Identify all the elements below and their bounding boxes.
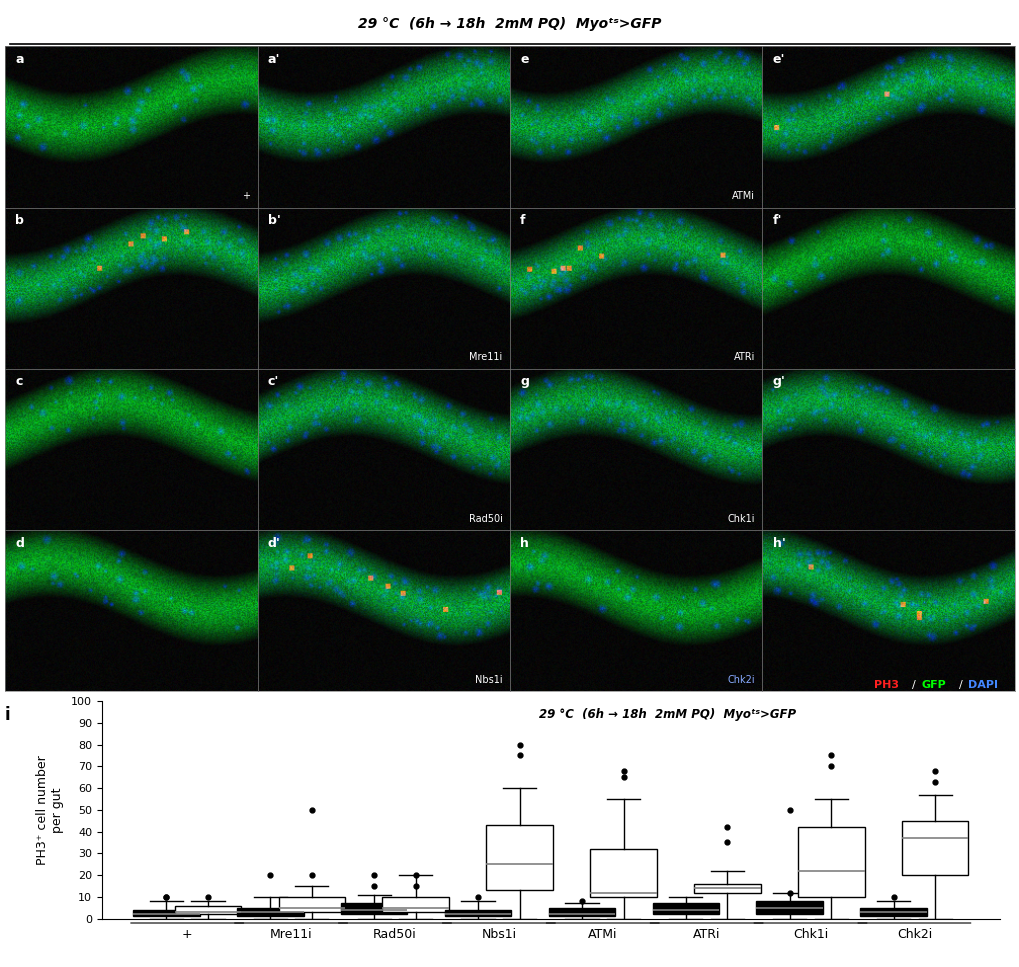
Text: PH3: PH3	[873, 680, 899, 690]
Bar	[756, 901, 822, 915]
Text: GFP: GFP	[920, 680, 945, 690]
Text: a: a	[15, 53, 23, 66]
Text: d': d'	[267, 537, 280, 549]
Text: 29 °C  (6h → 18h  2mM PQ)  Myoᵗˢ>GFP: 29 °C (6h → 18h 2mM PQ) Myoᵗˢ>GFP	[538, 708, 795, 720]
Bar	[236, 908, 304, 917]
Text: +: +	[242, 191, 250, 201]
Text: g': g'	[771, 375, 785, 389]
Bar	[340, 903, 407, 915]
Text: b: b	[15, 214, 24, 227]
Text: Nbs1i: Nbs1i	[474, 675, 502, 685]
Text: Mre11i: Mre11i	[469, 352, 502, 363]
Text: b': b'	[267, 214, 280, 227]
Bar	[548, 908, 614, 917]
Bar	[590, 849, 656, 897]
Text: a': a'	[267, 53, 280, 66]
Bar	[133, 910, 200, 917]
Text: c: c	[15, 375, 22, 389]
Bar	[382, 897, 448, 912]
Bar	[174, 905, 240, 915]
Bar	[901, 821, 967, 875]
Text: h: h	[520, 537, 529, 549]
Text: e': e'	[771, 53, 785, 66]
Text: Chk1i: Chk1i	[727, 513, 754, 524]
Text: i: i	[5, 706, 11, 724]
Text: f': f'	[771, 214, 782, 227]
Text: d: d	[15, 537, 24, 549]
Text: f: f	[520, 214, 525, 227]
Bar	[278, 897, 344, 912]
Bar	[444, 910, 511, 917]
Text: /: /	[912, 680, 915, 690]
Text: g: g	[520, 375, 529, 389]
Bar	[486, 825, 552, 891]
Text: Rad50i: Rad50i	[468, 513, 502, 524]
Text: ATRi: ATRi	[733, 352, 754, 363]
Text: /: /	[958, 680, 962, 690]
Text: Chk2i: Chk2i	[727, 675, 754, 685]
Y-axis label: PH3⁺ cell number
per gut: PH3⁺ cell number per gut	[37, 755, 64, 864]
Bar	[797, 828, 864, 897]
Text: e: e	[520, 53, 528, 66]
Text: 29 °C  (6h → 18h  2mM PQ)  Myoᵗˢ>GFP: 29 °C (6h → 18h 2mM PQ) Myoᵗˢ>GFP	[358, 17, 661, 31]
Text: DAPI: DAPI	[967, 680, 997, 690]
Text: h': h'	[771, 537, 785, 549]
Bar	[652, 903, 718, 915]
Text: c': c'	[267, 375, 279, 389]
Bar	[860, 908, 926, 917]
Bar	[694, 884, 760, 893]
Text: ATMi: ATMi	[732, 191, 754, 201]
